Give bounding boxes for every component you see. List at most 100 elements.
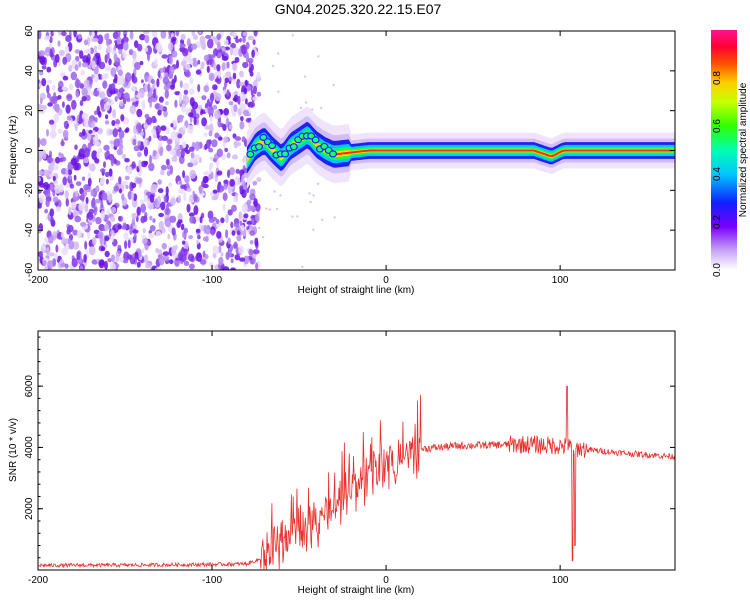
spectrogram-noise-cell: [230, 221, 234, 229]
spectrogram-noise-cell: [193, 154, 200, 161]
spectrogram-noise-cell: [134, 90, 138, 96]
spectrogram-noise-cell: [118, 176, 122, 185]
spectrogram-noise-cell: [182, 94, 187, 100]
spectrogram-noise-cell: [151, 128, 157, 136]
spectrogram-noise-cell: [154, 198, 158, 207]
spectrogram-noise-cell: [91, 121, 96, 129]
spectrogram-blob: [255, 143, 264, 151]
spectrogram-noise-cell: [60, 168, 67, 175]
spectrogram-noise-cell: [241, 203, 248, 214]
snr-ytick-label: 2000: [24, 497, 35, 520]
spectrogram-noise-cell: [212, 53, 216, 59]
spectrogram-noise-cell: [218, 136, 223, 141]
spectrogram-noise-cell: [69, 183, 75, 189]
spectrogram-sparse-cell: [317, 55, 320, 58]
spectrogram-noise-cell: [236, 78, 241, 89]
spectrogram-noise-cell: [67, 238, 71, 245]
spectrogram-noise-cell: [88, 208, 95, 215]
spectrogram-sparse-cell: [299, 106, 303, 110]
spectrogram-noise-cell: [129, 31, 134, 40]
spectrogram-noise-cell: [164, 72, 169, 79]
colorbar: [711, 30, 737, 270]
spectrogram-noise-cell: [97, 231, 104, 239]
spectrogram-noise-cell: [187, 162, 194, 168]
spectrogram-noise-cell: [154, 58, 158, 67]
spectrogram-noise-cell: [157, 179, 162, 185]
spectrogram-noise-cell: [214, 78, 220, 83]
spectrogram-noise-cell: [112, 109, 117, 119]
spectrogram-noise-cell: [137, 125, 142, 134]
spectrogram-noise-cell: [246, 85, 251, 92]
spectrogram-noise-cell: [115, 119, 121, 125]
spectrogram-noise-cell: [39, 70, 44, 76]
spectrogram-noise-cell: [243, 213, 249, 219]
spectrogram-noise-cell: [204, 235, 209, 243]
spectrogram-sparse-cell: [279, 194, 282, 197]
spectrogram-noise-cell: [211, 195, 218, 201]
spectrogram-noise-cell: [75, 90, 80, 98]
spectrogram-noise-cell: [60, 262, 66, 268]
spectrogram-noise-cell: [124, 240, 128, 250]
spectrogram-noise-cell: [251, 49, 255, 58]
spectrogram-noise-cell: [104, 171, 110, 178]
spectrogram-noise-cell: [144, 34, 150, 44]
spectrogram-noise-cell: [250, 89, 254, 96]
spectrogram-noise-cell: [171, 245, 177, 256]
spectrogram-noise-cell: [232, 72, 237, 80]
spectrogram-noise-cell: [232, 196, 237, 203]
spectrogram-noise-cell: [42, 150, 47, 160]
spectrogram-sparse-cell: [312, 194, 315, 197]
spectrogram-noise-cell: [158, 212, 165, 218]
spectrogram-noise-cell: [168, 259, 174, 265]
spectrogram-noise-cell: [207, 106, 214, 116]
spectrogram-noise-cell: [193, 34, 198, 40]
spectrogram-noise-cell: [77, 33, 82, 40]
spectrogram-noise-cell: [149, 98, 153, 108]
spectrogram-noise-cell: [143, 254, 149, 264]
spectrogram-noise-cell: [249, 193, 256, 201]
spectrogram-noise-cell: [239, 70, 244, 78]
spectrogram-sparse-cell: [333, 216, 336, 219]
spectrogram-noise-cell: [110, 67, 117, 77]
spectrogram-noise-cell: [178, 180, 183, 185]
spectrogram-noise-cell: [94, 157, 100, 164]
spectrogram-noise-cell: [227, 237, 231, 245]
spectrogram-noise-cell: [87, 177, 92, 187]
spectrogram-blob: [289, 143, 298, 151]
spectrogram-noise-cell: [38, 31, 42, 40]
spectrogram-noise-cell: [134, 251, 139, 260]
spectrogram-xlabel: Height of straight line (km): [298, 285, 415, 296]
spectrogram-noise-cell: [165, 158, 170, 166]
spectrogram-noise-cell: [195, 228, 201, 233]
spectrogram-noise-cell: [188, 146, 195, 152]
spectrogram-noise-cell: [185, 149, 191, 154]
spectrogram-sparse-cell: [291, 34, 294, 37]
spectrogram-noise-cell: [102, 80, 108, 89]
spectrogram-noise-cell: [132, 229, 139, 234]
spectrogram-noise-cell: [179, 80, 183, 88]
snr-plot: [38, 385, 675, 570]
spectrogram-noise-cell: [81, 62, 89, 68]
spectrogram-noise-cell: [185, 70, 191, 78]
spectrogram-noise-cell: [152, 184, 158, 189]
spectrogram-noise-cell: [210, 171, 214, 180]
spectrogram-ytick-label: 0: [24, 147, 35, 153]
spectrogram-noise-cell: [141, 79, 144, 84]
spectrogram-noise-cell: [123, 259, 129, 264]
snr-xlabel: Height of straight line (km): [298, 585, 415, 596]
spectrogram-noise-cell: [180, 184, 186, 189]
spectrogram-noise-cell: [127, 239, 131, 249]
snr-xtick-label: 100: [552, 575, 569, 586]
spectrogram-noise-cell: [253, 31, 258, 37]
spectrogram-noise-cell: [117, 43, 124, 51]
spectrogram-noise-cell: [184, 175, 190, 184]
spectrogram-noise-cell: [198, 104, 203, 110]
spectrogram-noise-cell: [98, 259, 105, 269]
spectrogram-blob: [311, 136, 320, 144]
spectrogram-noise-cell: [216, 159, 220, 167]
spectrogram-noise-cell: [57, 40, 61, 47]
spectrogram-noise-cell: [131, 161, 136, 169]
spectrogram-noise-cell: [157, 70, 161, 78]
spectrogram-noise-cell: [205, 34, 212, 39]
spectrogram-noise-cell: [183, 89, 189, 95]
